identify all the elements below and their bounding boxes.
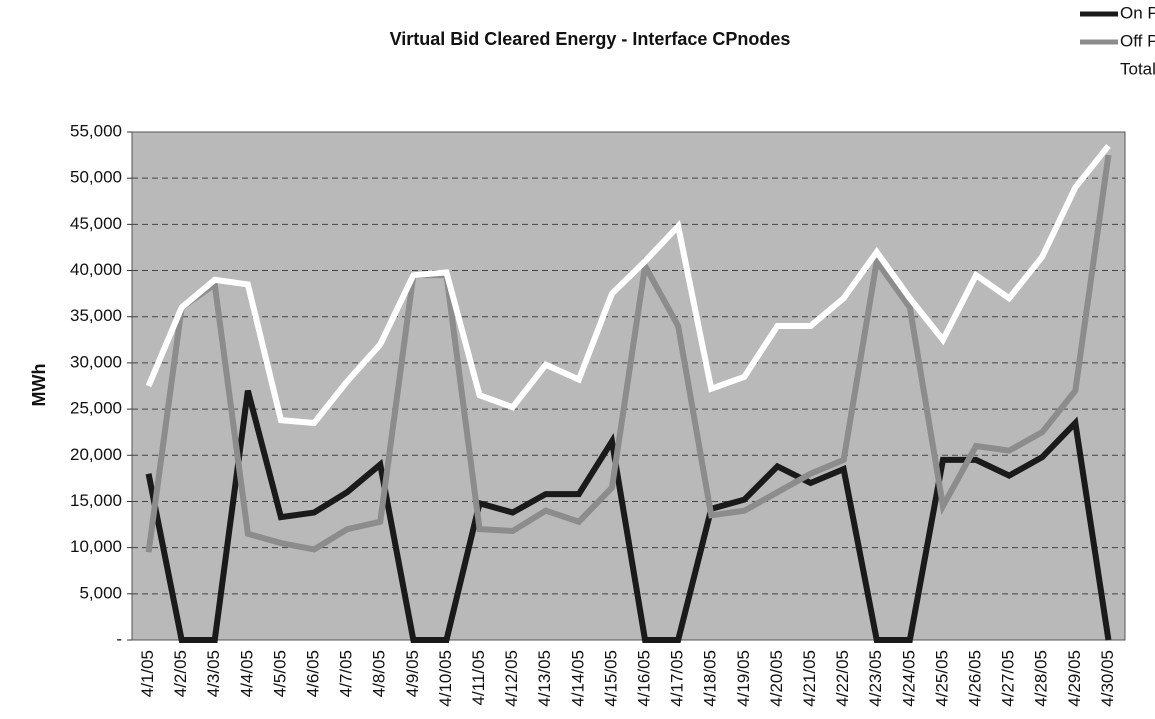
x-tick-label: 4/14/05 bbox=[568, 650, 587, 707]
x-tick-label: 4/7/05 bbox=[337, 650, 356, 697]
x-tick-label: 4/18/05 bbox=[701, 650, 720, 707]
y-tick-label: 55,000 bbox=[70, 121, 122, 140]
y-tick-label: 5,000 bbox=[79, 583, 122, 602]
legend-label: Off Peak bbox=[1120, 31, 1155, 50]
legend-label: Total bbox=[1120, 59, 1155, 78]
x-tick-label: 4/22/05 bbox=[833, 650, 852, 707]
x-tick-label: 4/21/05 bbox=[800, 650, 819, 707]
x-tick-label: 4/23/05 bbox=[866, 650, 885, 707]
chart-title: Virtual Bid Cleared Energy - Interface C… bbox=[390, 29, 791, 49]
x-tick-label: 4/25/05 bbox=[932, 650, 951, 707]
series-line bbox=[145, 143, 1111, 427]
x-tick-label: 4/1/05 bbox=[138, 650, 157, 697]
x-tick-label: 4/27/05 bbox=[999, 650, 1018, 707]
y-tick-label: 20,000 bbox=[70, 445, 122, 464]
x-tick-label: 4/17/05 bbox=[668, 650, 687, 707]
x-tick-label: 4/5/05 bbox=[270, 650, 289, 697]
x-tick-label: 4/16/05 bbox=[635, 650, 654, 707]
x-tick-label: 4/6/05 bbox=[304, 650, 323, 697]
x-tick-label: 4/9/05 bbox=[403, 650, 422, 697]
x-tick-label: 4/30/05 bbox=[1098, 650, 1117, 707]
x-tick-label: 4/13/05 bbox=[535, 650, 554, 707]
x-tick-label: 4/15/05 bbox=[601, 650, 620, 707]
x-tick-label: 4/10/05 bbox=[436, 650, 455, 707]
x-tick-label: 4/11/05 bbox=[469, 650, 488, 705]
x-tick-label: 4/26/05 bbox=[966, 650, 985, 707]
y-tick-label: 35,000 bbox=[70, 306, 122, 325]
y-tick-label: 45,000 bbox=[70, 214, 122, 233]
x-tick-label: 4/4/05 bbox=[237, 650, 256, 697]
y-tick-label: 25,000 bbox=[70, 399, 122, 418]
y-tick-label: 10,000 bbox=[70, 537, 122, 556]
x-tick-label: 4/19/05 bbox=[734, 650, 753, 707]
x-tick-label: 4/3/05 bbox=[204, 650, 223, 697]
y-axis-title: MWh bbox=[29, 364, 49, 407]
x-tick-label: 4/24/05 bbox=[899, 650, 918, 707]
y-tick-label: 15,000 bbox=[70, 491, 122, 510]
legend-label: On Peak bbox=[1120, 3, 1155, 22]
x-tick-label: 4/29/05 bbox=[1065, 650, 1084, 707]
x-tick-label: 4/20/05 bbox=[767, 650, 786, 707]
y-tick-label: 30,000 bbox=[70, 352, 122, 371]
y-tick-label: 50,000 bbox=[70, 168, 122, 187]
y-tick-label: 40,000 bbox=[70, 260, 122, 279]
x-tick-label: 4/28/05 bbox=[1032, 650, 1051, 707]
x-tick-label: 4/8/05 bbox=[370, 650, 389, 697]
series-line bbox=[145, 389, 1112, 643]
y-tick-label: - bbox=[116, 629, 122, 648]
x-tick-label: 4/2/05 bbox=[171, 650, 190, 697]
series-line bbox=[145, 154, 1112, 553]
x-tick-label: 4/12/05 bbox=[502, 650, 521, 707]
